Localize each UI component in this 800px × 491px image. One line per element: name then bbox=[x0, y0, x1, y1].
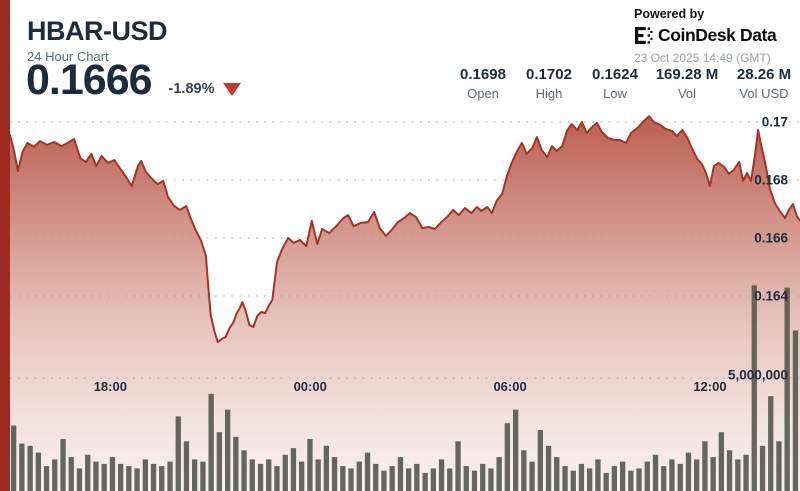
stat-vol: 169.28 M Vol bbox=[650, 66, 724, 101]
y-axis-label-0-166: 0.166 bbox=[754, 230, 788, 246]
stat-open-value: 0.1698 bbox=[460, 66, 506, 83]
volume-bars bbox=[11, 285, 799, 491]
stat-open-label: Open bbox=[467, 86, 499, 101]
x-axis-label-0000: 00:00 bbox=[293, 379, 327, 394]
left-accent-bar bbox=[0, 0, 10, 491]
price-change-percent: -1.89% bbox=[168, 81, 215, 98]
chart-period-subtitle: 24 Hour Chart bbox=[27, 49, 109, 64]
title-block: HBAR-USD 24 Hour Chart bbox=[27, 16, 168, 64]
chart-timestamp: 23 Oct 2025 14:49 (GMT) bbox=[634, 51, 771, 65]
y-axis-label-0-17: 0.17 bbox=[761, 114, 788, 130]
powered-by-label: Powered by bbox=[634, 7, 705, 21]
x-axis-label-1200: 12:00 bbox=[693, 379, 727, 394]
stat-high-label: High bbox=[535, 86, 563, 101]
stat-vol-label: Vol bbox=[677, 86, 697, 101]
coindesk-logo-icon bbox=[635, 27, 653, 44]
gridlines bbox=[10, 121, 800, 379]
y-axis-label-0-164: 0.164 bbox=[754, 288, 788, 304]
price-line bbox=[9, 115, 800, 344]
x-axis-label-0600: 06:00 bbox=[493, 379, 527, 394]
stat-low-label: Low bbox=[603, 86, 627, 101]
price-row: 0.1666 -1.89% bbox=[26, 56, 242, 104]
triangle-down-icon bbox=[223, 83, 242, 97]
stat-high-value: 0.1702 bbox=[526, 66, 572, 83]
stat-vol-usd-value: 28.26 M bbox=[736, 66, 792, 83]
stat-vol-value: 169.28 M bbox=[655, 66, 719, 83]
volume-axis-label: 5,000,000 bbox=[727, 367, 788, 383]
x-axis-label-1800: 18:00 bbox=[93, 379, 127, 394]
stats-row: 0.1698 Open 0.1702 High 0.1624 Low 169.2… bbox=[452, 66, 800, 101]
page-title-symbol: HBAR-USD bbox=[27, 16, 168, 46]
stat-high: 0.1702 High bbox=[518, 66, 580, 101]
powered-by-block: Powered by CoinDesk Data 23 Oct 2025 1 bbox=[634, 7, 796, 65]
coindesk-data-logo[interactable]: CoinDesk Data bbox=[634, 25, 796, 46]
brand-name: CoinDesk Data bbox=[658, 25, 777, 45]
stat-low: 0.1624 Low bbox=[584, 66, 646, 101]
y-axis-label-0-168: 0.168 bbox=[754, 172, 788, 188]
stat-vol-usd: 28.26 M Vol USD bbox=[728, 66, 800, 101]
current-price: 0.1666 bbox=[26, 56, 153, 104]
stat-low-value: 0.1624 bbox=[592, 66, 638, 83]
stat-open: 0.1698 Open bbox=[452, 66, 514, 101]
price-area-fill bbox=[10, 116, 800, 491]
stat-vol-usd-label: Vol USD bbox=[739, 86, 789, 101]
